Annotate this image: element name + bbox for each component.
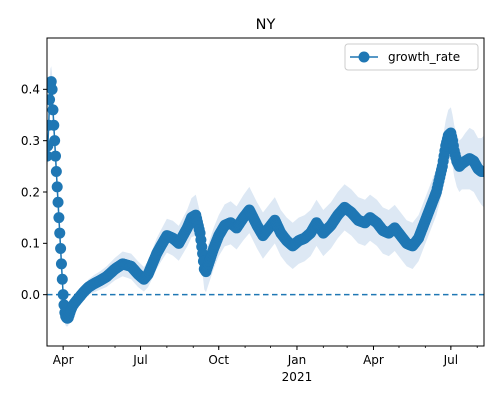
data-point: [47, 104, 59, 116]
y-tick-label: 0.1: [21, 237, 40, 251]
data-point: [50, 150, 61, 162]
x-year-label: 2021: [282, 370, 313, 384]
y-tick-label: 0.4: [21, 83, 40, 97]
data-point: [57, 289, 69, 301]
data-point: [48, 119, 60, 131]
axes: 0.0 0.1 0.2 0.3 0.4 Apr Jul Oct Jan Apr Jul 2021: [21, 83, 478, 384]
x-tick-label: Jan: [287, 353, 307, 367]
data-point: [49, 135, 61, 147]
y-tick-label: 0.0: [21, 288, 40, 302]
x-tick-label: Jul: [443, 353, 458, 367]
y-tick-label: 0.2: [21, 185, 40, 199]
x-tick-label: Apr: [53, 353, 74, 367]
x-tick-label: Jul: [132, 353, 147, 367]
x-tick-label: Apr: [363, 353, 384, 367]
data-point: [50, 165, 62, 177]
data-point: [478, 165, 484, 177]
data-point: [54, 227, 66, 239]
legend: growth_rate: [344, 43, 479, 71]
data-point: [51, 181, 63, 193]
legend-label-growth-rate: growth_rate: [388, 50, 460, 64]
data-point: [47, 94, 56, 106]
x-tick-label: Oct: [208, 353, 229, 367]
data-point: [52, 196, 64, 208]
legend-marker-icon: [358, 51, 370, 63]
plot-frame: [46, 37, 485, 347]
plot-area: [47, 66, 484, 327]
data-point: [56, 273, 68, 285]
data-point: [47, 83, 58, 95]
y-tick-label: 0.3: [21, 134, 40, 148]
data-point: [55, 258, 67, 270]
data-point: [55, 242, 67, 254]
chart-title: NY: [256, 17, 276, 33]
legend-box: [344, 43, 479, 71]
series-markers-growth-rate: [47, 76, 484, 324]
data-point: [53, 212, 65, 224]
